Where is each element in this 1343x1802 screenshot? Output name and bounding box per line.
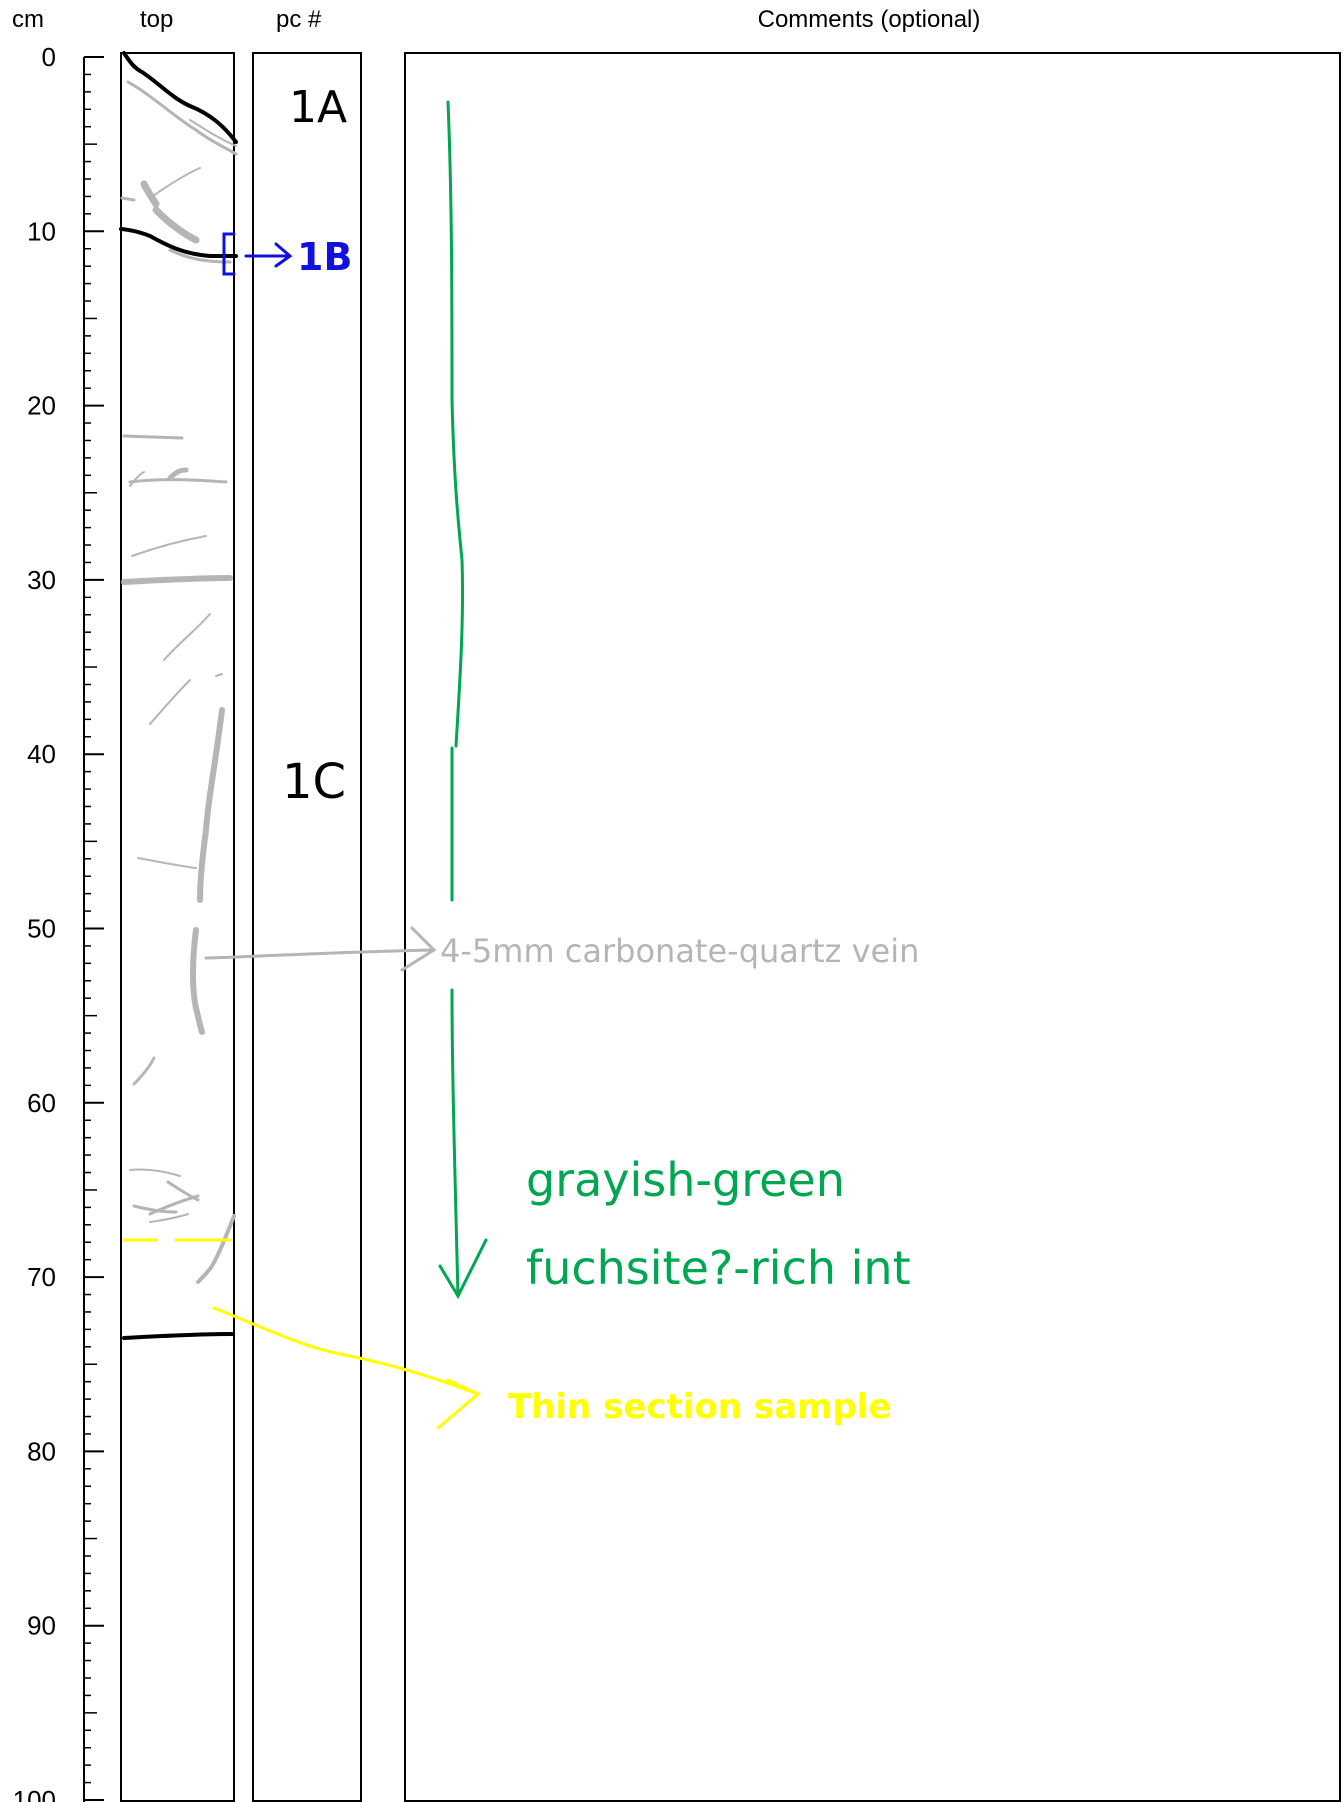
vein-arrow: [204, 926, 437, 972]
piece-label-1a: 1A: [289, 82, 347, 133]
vein-line: [149, 1213, 189, 1223]
depth-label: 50: [27, 914, 56, 944]
vein-line: [140, 180, 160, 208]
depth-label: 40: [27, 739, 56, 769]
depth-label: 30: [27, 565, 56, 595]
depth-label: 20: [27, 391, 56, 421]
depth-label: 80: [27, 1436, 56, 1466]
vein-line: [166, 1180, 200, 1202]
piece-label-1c: 1C: [282, 754, 346, 810]
piece-marker-arrow-head: [274, 242, 293, 268]
vein-line: [167, 467, 189, 481]
depth-scale-labels: 0 10 20 30 40 50 60 70 80 90 100: [13, 42, 56, 1802]
comments-column: [404, 52, 1341, 1802]
lithology-interval-line: [446, 100, 465, 748]
piece-boundary-line: [119, 227, 238, 258]
vein-line: [120, 196, 136, 202]
core-top-column: [120, 52, 235, 1802]
lithology-interval-line: [450, 988, 460, 1298]
vein-arrow-head: [400, 926, 437, 972]
vein-line: [137, 857, 197, 869]
lithology-annotation-line2: fuchsite?-rich int: [526, 1241, 911, 1295]
depth-scale-ticks: [84, 56, 104, 1801]
piece-label-1b: 1B: [297, 235, 352, 279]
vein-line: [128, 478, 228, 484]
lithology-annotation-line1: grayish-green: [526, 1153, 845, 1207]
header-comments: Comments (optional): [757, 6, 981, 33]
depth-label: 10: [27, 216, 56, 246]
depth-label: 60: [27, 1088, 56, 1118]
vein-line: [189, 119, 237, 147]
vein-line: [152, 206, 200, 244]
piece-number-column: [252, 52, 362, 1802]
piece-marker-1b: [222, 232, 293, 276]
sample-arrow-head: [436, 1378, 481, 1430]
vein-line: [126, 80, 238, 156]
vein-line: [197, 707, 225, 903]
depth-label: 70: [27, 1262, 56, 1292]
vein-line: [196, 1214, 236, 1284]
piece-boundary-line: [122, 51, 238, 144]
header-cm: cm: [12, 6, 44, 33]
vein-line: [149, 679, 191, 725]
vein-line: [122, 434, 184, 440]
vein-line: [132, 1056, 156, 1086]
vein-line: [149, 167, 201, 199]
vein-arrow-line: [204, 948, 436, 960]
sample-arrow-line: [212, 1306, 480, 1396]
sample-marker: [122, 1238, 481, 1430]
veins: [120, 80, 238, 1284]
vein-line: [129, 471, 145, 487]
piece-boundary-line: [122, 1332, 234, 1340]
vein-line: [129, 1168, 181, 1177]
depth-label: 100: [13, 1785, 56, 1802]
piece-marker-bracket: [222, 232, 236, 276]
sample-annotation: Thin section sample: [508, 1387, 892, 1427]
vein-line: [148, 1194, 200, 1216]
piece-boundaries: [119, 51, 238, 1340]
lithology-interval: [438, 100, 488, 1300]
vein-line: [215, 673, 223, 677]
depth-label: 90: [27, 1611, 56, 1641]
vein-annotation: 4-5mm carbonate-quartz vein: [440, 932, 919, 970]
vein-line: [190, 927, 205, 1035]
vein-line: [132, 1204, 178, 1214]
vein-line: [163, 613, 211, 661]
vein-line: [121, 575, 233, 585]
vein-line: [131, 535, 207, 557]
depth-label: 0: [42, 42, 56, 72]
lithology-arrow-head: [438, 1238, 488, 1300]
header-top: top: [140, 6, 174, 33]
header-piece-number: pc #: [276, 6, 322, 33]
depth-scale: 0 10 20 30 40 50 60 70 80 90 100: [13, 42, 104, 1802]
